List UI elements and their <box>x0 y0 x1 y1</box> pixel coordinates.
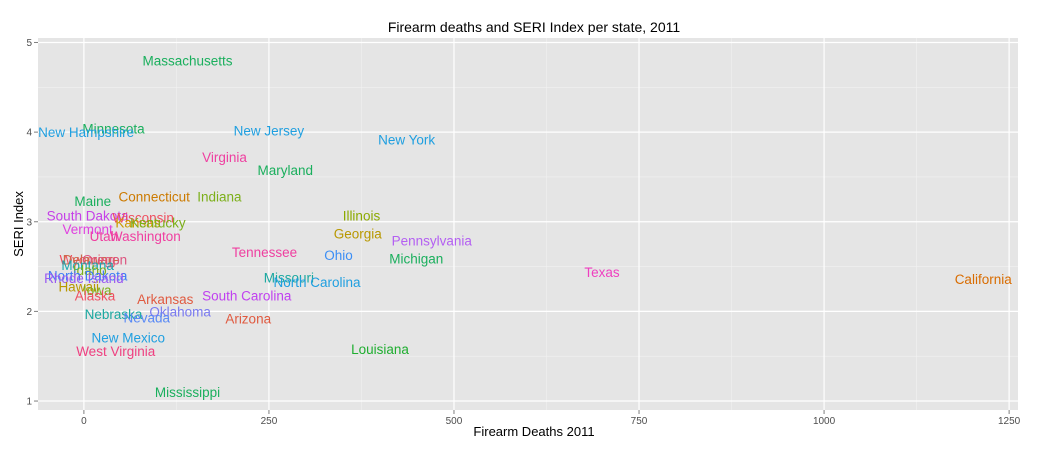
point-label: New York <box>378 132 435 147</box>
grid-major <box>38 38 1018 410</box>
point-label: West Virginia <box>76 344 156 359</box>
point-label: Ohio <box>324 248 353 263</box>
point-label: Montana <box>61 258 114 273</box>
point-label: New Hampshire <box>38 125 134 140</box>
point-label: South Dakota <box>47 208 129 223</box>
x-tick-label: 750 <box>631 416 648 427</box>
point-label: Tennessee <box>232 245 297 260</box>
x-axis-ticks: 0 250 500 750 1000 1250 <box>81 410 1021 427</box>
point-label: Pennsylvania <box>392 234 473 249</box>
point-label: Arizona <box>225 312 271 327</box>
point-label: Vermont <box>62 222 113 237</box>
point-label: Maine <box>74 194 111 209</box>
point-label: Georgia <box>334 226 383 241</box>
plot-panel <box>38 38 1018 410</box>
point-label: Hawaii <box>58 279 99 294</box>
x-axis-title: Firearm Deaths 2011 <box>473 424 594 439</box>
x-tick-label: 1000 <box>813 416 836 427</box>
point-label: Delaware <box>63 252 120 267</box>
point-label: Wisconsin <box>112 210 174 225</box>
point-label: Maryland <box>257 163 313 178</box>
point-label: North Carolina <box>274 275 362 290</box>
y-tick-label: 4 <box>26 128 32 139</box>
x-tick-label: 1250 <box>998 416 1021 427</box>
point-label: Missouri <box>264 270 314 285</box>
point-label: Virginia <box>202 150 247 165</box>
point-label: North Dakota <box>48 269 128 284</box>
point-label: Indiana <box>197 190 242 205</box>
point-label: Illinois <box>343 208 381 223</box>
grid-minor <box>38 38 1018 410</box>
point-label: Massachusetts <box>142 53 232 68</box>
point-label: New Mexico <box>92 330 166 345</box>
point-label: Oregon <box>82 252 127 267</box>
point-label: Washington <box>110 229 181 244</box>
point-label: Alaska <box>75 288 116 303</box>
point-label: Idaho <box>73 263 107 278</box>
point-label: Nebraska <box>85 307 143 322</box>
point-label: Kentucky <box>130 216 186 231</box>
point-label: Arkansas <box>137 292 194 307</box>
chart-title: Firearm deaths and SERI Index per state,… <box>388 19 681 35</box>
y-tick-label: 3 <box>26 217 32 228</box>
x-tick-label: 500 <box>446 416 463 427</box>
point-label: South Carolina <box>202 288 292 303</box>
y-axis-ticks: 1 2 3 4 5 <box>26 38 38 408</box>
point-label: New Jersey <box>234 123 305 138</box>
point-label: Wyoming <box>60 252 116 267</box>
x-tick-label: 0 <box>81 416 87 427</box>
point-label: Oklahoma <box>149 304 211 319</box>
point-label: Rhode Island <box>44 271 124 286</box>
point-label: Mississippi <box>155 385 220 400</box>
point-label: Iowa <box>83 283 112 298</box>
point-label: California <box>955 272 1013 287</box>
y-tick-label: 5 <box>26 38 32 49</box>
point-label: Kansas <box>115 216 160 231</box>
point-label: Louisiana <box>351 342 409 357</box>
point-label: Utah <box>90 229 119 244</box>
x-tick-label: 250 <box>261 416 278 427</box>
point-label: Minnesota <box>82 122 145 137</box>
point-label: Michigan <box>389 252 443 267</box>
y-axis-title: SERI Index <box>11 191 26 257</box>
y-tick-label: 2 <box>26 307 32 318</box>
point-label: Nevada <box>124 311 171 326</box>
y-tick-label: 1 <box>26 397 32 408</box>
point-label: Texas <box>584 265 620 280</box>
point-label: Connecticut <box>119 190 191 205</box>
